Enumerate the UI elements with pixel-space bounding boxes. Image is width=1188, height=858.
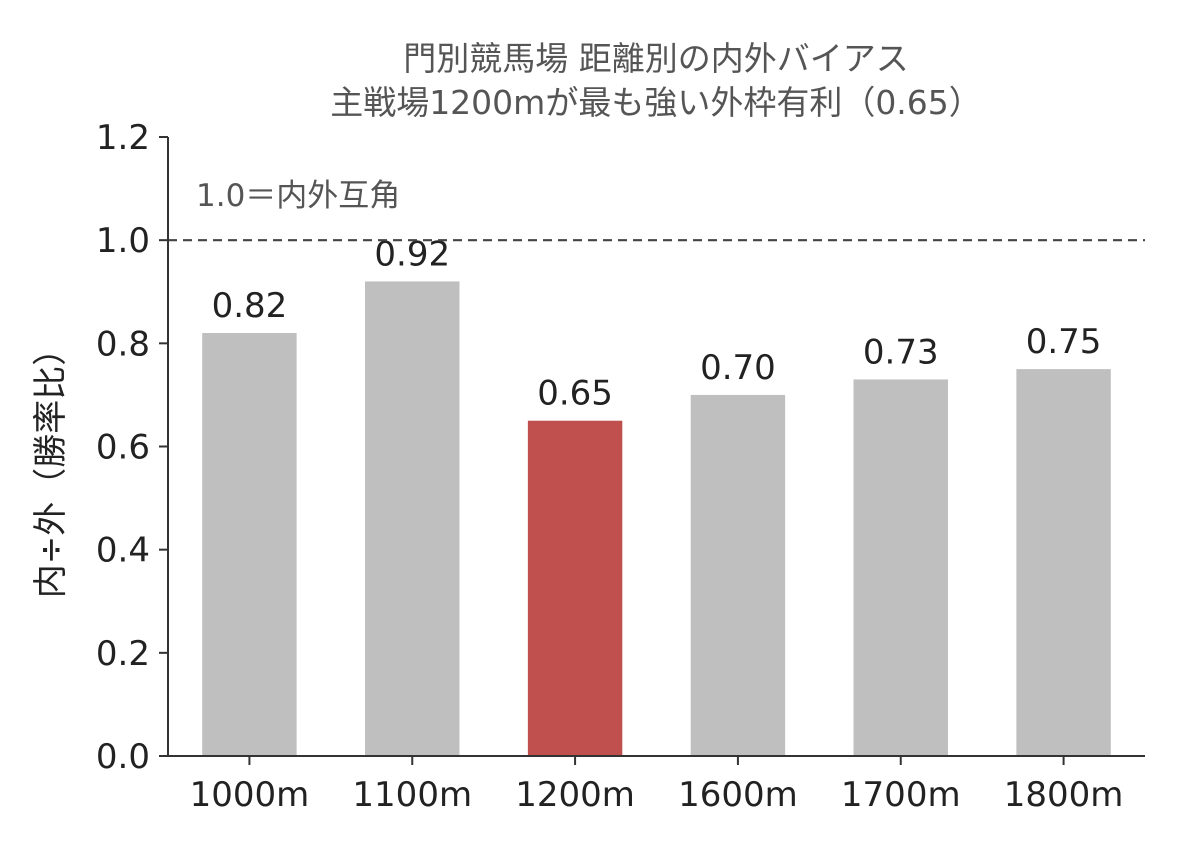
x-ticks-layer: 1000m 1100m 1200m 1600m 1700m 1800m [190,756,1124,815]
x-tick-label-1200m: 1200m [515,775,635,815]
x-tick-label-1700m: 1700m [841,775,961,815]
x-tick-label-1000m: 1000m [190,775,310,815]
bar-1100m [365,281,460,756]
bars-layer [202,281,1111,756]
y-tick-label-1.2: 1.2 [96,118,150,158]
value-label-1600m: 0.70 [700,348,776,388]
x-tick-label-1100m: 1100m [352,775,472,815]
value-label-1800m: 0.75 [1026,322,1102,362]
value-labels-layer: 0.820.920.650.70 0.73 0.75 [212,234,1102,413]
bar-1700m [853,379,948,756]
reference-line-label: 1.0＝内外互角 [196,178,400,214]
bar-1600m [690,394,786,756]
y-ticks-layer: 0.0 0.2 0.4 0.6 0.8 1.0 1.2 [96,118,168,777]
bar-1200m [527,420,623,756]
y-tick-label-0.6: 0.6 [96,428,150,468]
chart-title-line-2: 主戦場1200mが最も強い外枠有利（0.65） [330,83,982,122]
y-tick-label-0.0: 0.0 [96,737,150,777]
value-label-1000m: 0.82 [212,286,288,326]
y-axis-label: 内÷外（勝率比） [31,332,71,599]
chart-title-line-1: 門別競馬場 距離別の内外バイアス [403,39,909,78]
y-tick-label-0.2: 0.2 [96,634,150,674]
value-label-1700m: 0.73 [863,332,939,372]
bar-1800m [1016,369,1111,756]
y-tick-label-0.4: 0.4 [96,531,150,571]
value-label-1200m: 0.65 [537,374,613,414]
y-tick-label-1.0: 1.0 [96,221,150,261]
y-tick-label-0.8: 0.8 [96,324,150,364]
x-tick-label-1600m: 1600m [678,775,798,815]
x-tick-label-1800m: 1800m [1004,775,1124,815]
bar-1000m [202,333,297,756]
